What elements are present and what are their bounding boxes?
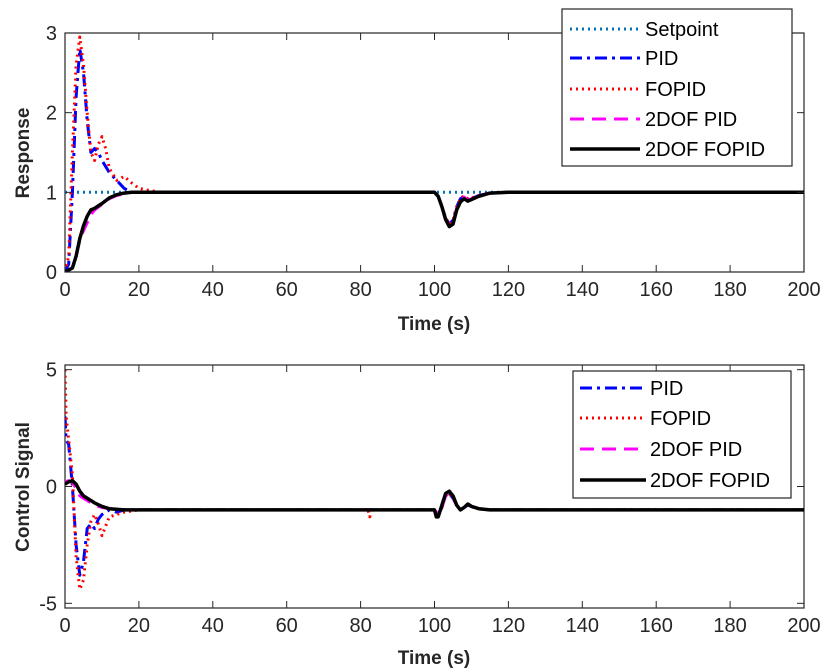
response-x-tick-label: 100 bbox=[418, 279, 451, 301]
response-x-tick-label: 0 bbox=[59, 279, 70, 301]
legend-label-pid: PID bbox=[650, 378, 683, 400]
response-x-axis-label: Time (s) bbox=[398, 314, 471, 335]
response-x-tick-label: 20 bbox=[128, 279, 150, 301]
legend-label-2dof-pid: 2DOF PID bbox=[650, 439, 742, 461]
response-axes: 0 20 40 60 80 100 120 140 160 180 200 0 1 2 3 Time (s)… bbox=[13, 8, 821, 335]
control-signal-x-tick-label: 180 bbox=[713, 615, 746, 637]
control-signal-x-tick-label: 20 bbox=[128, 615, 150, 637]
control-signal-x-tick-label: 60 bbox=[276, 615, 298, 637]
legend-label-2dof-pid: 2DOF PID bbox=[645, 109, 737, 131]
control-signal-y-tick-label: 5 bbox=[46, 360, 57, 382]
control-signal-ticks-group: 0 20 40 60 80 100 120 140 160 180 200-505 bbox=[39, 360, 820, 637]
control-signal-legend: PID FOPID 2DOF PID 2DOF FOPID bbox=[572, 370, 792, 499]
response-series-group bbox=[65, 35, 804, 272]
response-ticks-group: 0 20 40 60 80 100 120 140 160 180 200 0 1 2 3 bbox=[46, 23, 821, 301]
response-series-2dof-fopid bbox=[65, 190, 804, 272]
control-signal-x-tick-label: 80 bbox=[349, 615, 371, 637]
response-x-tick-label: 120 bbox=[492, 279, 525, 301]
legend-label-fopid: FOPID bbox=[645, 79, 706, 101]
control-signal-x-axis-label: Time (s) bbox=[398, 648, 471, 668]
legend-label-pid: PID bbox=[645, 48, 678, 70]
control-signal-x-tick-label: 120 bbox=[492, 615, 525, 637]
response-x-tick-label: 60 bbox=[276, 279, 298, 301]
control-signal-x-tick-label: 0 bbox=[59, 615, 70, 637]
response-y-tick-label: 0 bbox=[46, 262, 57, 284]
control-signal-series-2dof-fopid bbox=[65, 478, 804, 519]
control-signal-legend-box bbox=[572, 370, 792, 499]
control-signal-x-tick-label: 200 bbox=[787, 615, 820, 637]
response-y-tick-label: 1 bbox=[46, 182, 57, 204]
control-signal-y-axis-label: Control Signal bbox=[13, 422, 34, 552]
response-x-tick-label: 200 bbox=[787, 279, 820, 301]
response-series-fopid bbox=[65, 35, 804, 272]
response-y-tick-label: 3 bbox=[46, 23, 57, 45]
legend-label-setpoint: Setpoint bbox=[645, 19, 719, 41]
legend-label-2dof-fopid: 2DOF FOPID bbox=[650, 470, 770, 492]
control-signal-y-tick-label: 0 bbox=[46, 477, 57, 499]
control-signal-x-tick-label: 140 bbox=[566, 615, 599, 637]
control-signal-axes: 0 20 40 60 80 100 120 140 160 180 200-505 Time (s)… bbox=[13, 360, 821, 668]
control-signal-series-group bbox=[65, 369, 804, 591]
control-signal-x-tick-label: 40 bbox=[202, 615, 224, 637]
response-x-tick-label: 80 bbox=[349, 279, 371, 301]
response-x-tick-label: 140 bbox=[566, 279, 599, 301]
response-x-tick-label: 40 bbox=[202, 279, 224, 301]
response-y-axis-label: Response bbox=[13, 108, 34, 199]
legend-label-2dof-fopid: 2DOF FOPID bbox=[645, 139, 765, 161]
response-y-tick-label: 2 bbox=[46, 103, 57, 125]
response-legend: Setpoint PID FOPID 2DOF PID 2DOF FOPID bbox=[561, 8, 793, 167]
legend-label-fopid: FOPID bbox=[650, 408, 711, 430]
control-signal-y-tick-label: -5 bbox=[39, 593, 57, 615]
control-signal-x-tick-label: 100 bbox=[418, 615, 451, 637]
response-x-tick-label: 160 bbox=[640, 279, 673, 301]
control-signal-x-tick-label: 160 bbox=[640, 615, 673, 637]
response-x-tick-label: 180 bbox=[713, 279, 746, 301]
